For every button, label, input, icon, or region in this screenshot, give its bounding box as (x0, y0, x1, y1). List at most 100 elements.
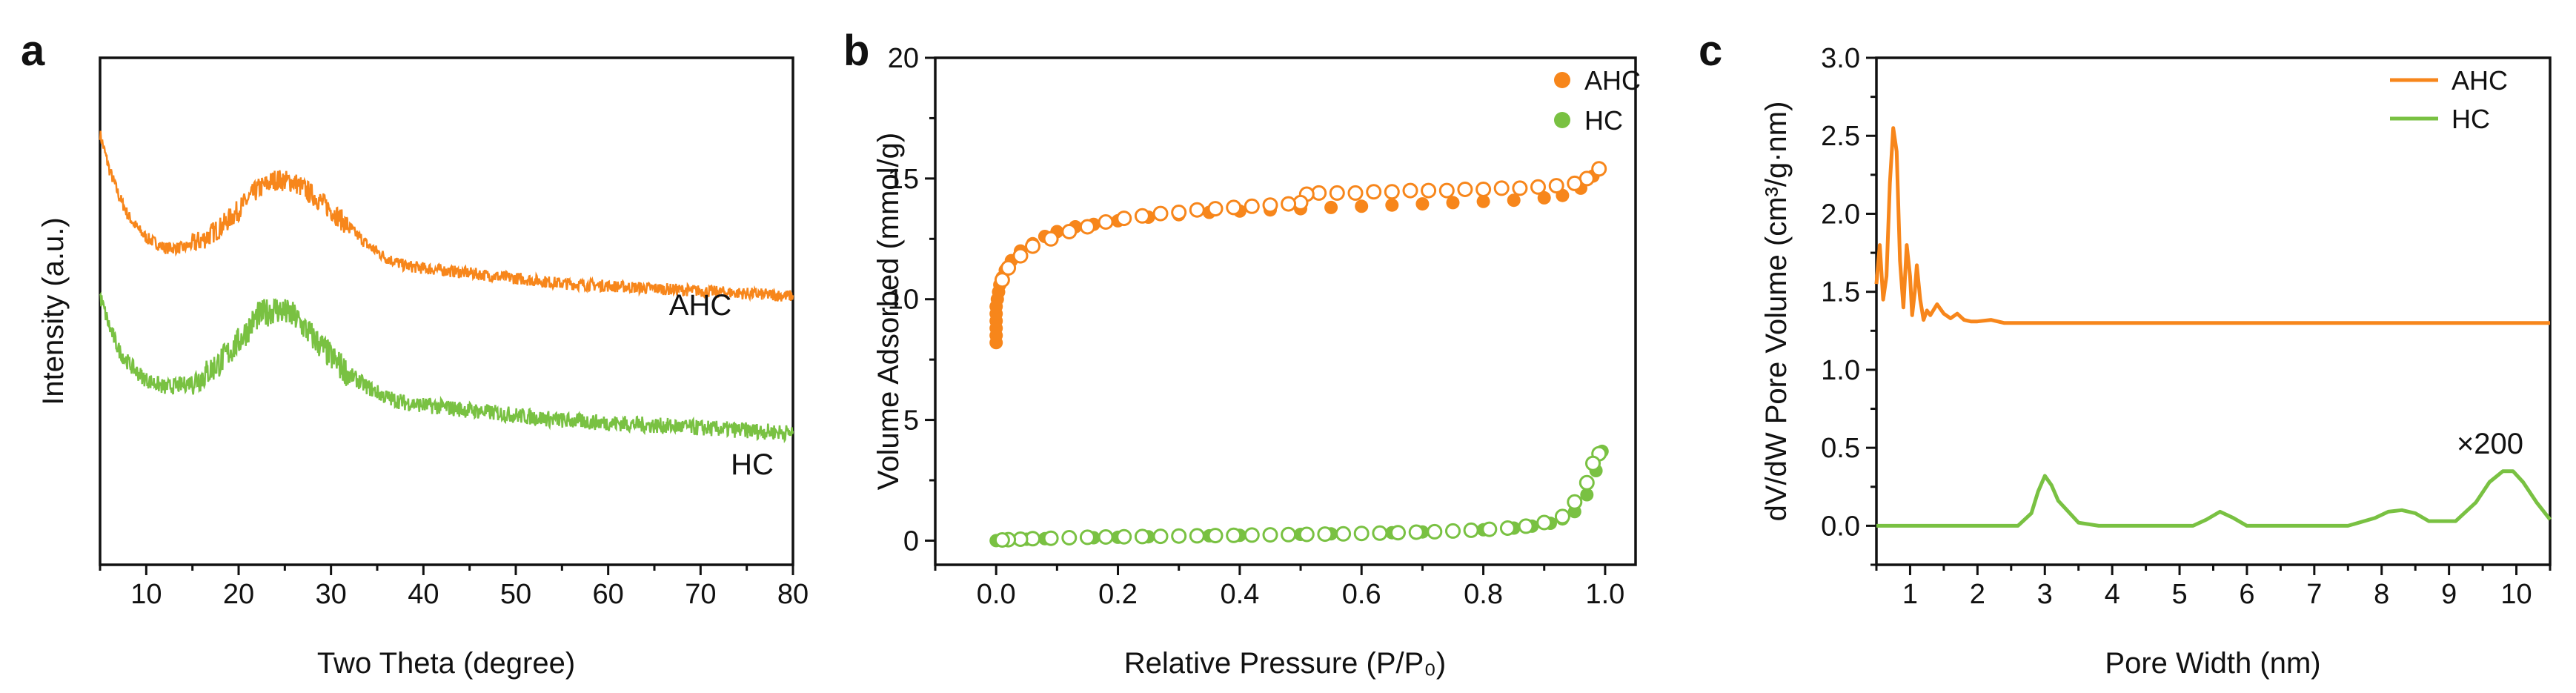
x-tick-label: 4 (2105, 579, 2120, 610)
data-point-hc-open (1567, 494, 1583, 510)
x-axis-tick-labels: 1 2 3 4 5 6 7 8 9 10 (1902, 579, 2532, 610)
x-axis-title: Pore Width (nm) (2105, 647, 2320, 680)
data-point-ahc-open (1098, 214, 1114, 230)
data-point-ahc-open (994, 272, 1010, 288)
axis-ticks (925, 56, 1607, 575)
y-tick-label: 15 (888, 164, 919, 195)
y-axis-tick-labels: 0.0 0.5 1.0 1.5 2.0 2.5 3.0 (1821, 43, 1860, 542)
data-point-hc-open (1134, 528, 1150, 545)
data-point-ahc-filled (1355, 199, 1369, 213)
data-point-ahc-open (1244, 198, 1260, 214)
data-point-hc-open (1408, 524, 1424, 540)
x-tick-label: 80 (777, 579, 809, 610)
data-point-hc-open (1116, 528, 1132, 545)
data-point-hc-open (1463, 522, 1479, 538)
panel-c-pore-distribution-chart: c 1 2 3 4 5 6 7 8 9 10 0.0 0.5 1.0 1.5 2… (1699, 27, 2552, 680)
y-axis-title: Intensity (a.u.) (37, 217, 70, 405)
scale-annotation: ×200 (2457, 428, 2523, 460)
data-point-ahc-open (1329, 185, 1345, 201)
legend-label-ahc: AHC (1584, 65, 1641, 96)
legend-marker-hc (1554, 112, 1570, 128)
data-point-ahc-open (1384, 184, 1400, 200)
data-point-hc-open (994, 532, 1010, 548)
x-tick-label: 20 (223, 579, 254, 610)
data-point-ahc-open (1152, 205, 1169, 222)
y-tick-label: 0.0 (1821, 511, 1860, 542)
panel-b-isotherm-chart: b 0.0 0.2 0.4 0.6 0.8 1.0 0 5 10 15 20 A… (843, 27, 1641, 680)
y-axis-title: dV/dW Pore Volume (cm³/g·nm) (1760, 102, 1793, 522)
y-tick-label: 3.0 (1821, 43, 1860, 74)
data-point-ahc-open (1134, 208, 1150, 224)
data-point-ahc-filled (1385, 198, 1399, 212)
data-point-hc-open (1554, 508, 1570, 525)
data-point-hc-open (1152, 528, 1169, 545)
plot-frame (934, 56, 1637, 566)
y-tick-label: 2.5 (1821, 121, 1860, 152)
data-point-hc-open (1079, 529, 1095, 546)
y-tick-label: 1.5 (1821, 277, 1860, 308)
data-point-hc-open (1585, 455, 1601, 471)
panel-a-xrd-chart: a 10 20 30 40 50 60 70 80 AHC HC Two The… (21, 27, 809, 680)
data-point-hc-open (1499, 520, 1516, 536)
data-point-ahc-open (1171, 205, 1187, 220)
data-point-ahc-open (1043, 231, 1059, 247)
data-point-ahc-filled (1446, 196, 1460, 210)
series-label-ahc: AHC (669, 289, 731, 322)
data-point-hc-open (1518, 518, 1534, 534)
data-point-hc-open (1061, 530, 1078, 546)
y-axis-title: Volume Adsorbed (mmol/g) (872, 133, 905, 490)
panel-label-c: c (1699, 27, 1722, 75)
scatter-points (989, 161, 1609, 548)
data-point-ahc-open (1000, 259, 1017, 276)
data-point-ahc-open (1189, 202, 1205, 218)
x-tick-label: 1.0 (1585, 579, 1624, 610)
data-point-ahc-open (1061, 224, 1078, 239)
data-point-hc-open (1226, 527, 1242, 543)
data-point-ahc-open (1530, 179, 1546, 195)
x-tick-label: 3 (2037, 579, 2053, 610)
data-point-ahc-open (1347, 185, 1364, 201)
data-point-ahc-open (1548, 178, 1564, 194)
legend: AHC HC (2390, 65, 2508, 134)
x-tick-label: 7 (2306, 579, 2322, 610)
axis-ticks (1866, 56, 2552, 575)
data-point-hc-open (1317, 526, 1333, 543)
data-point-ahc-filled (1476, 194, 1490, 208)
data-point-hc-filled (1580, 488, 1594, 502)
data-point-hc-open (1171, 528, 1187, 544)
data-point-hc-open (1244, 527, 1260, 543)
x-tick-label: 6 (2239, 579, 2254, 610)
data-point-hc-open (1536, 514, 1553, 531)
data-point-hc-open (1281, 526, 1297, 543)
data-point-ahc-open (1567, 175, 1583, 191)
data-point-hc-open (1372, 525, 1388, 541)
x-axis-ticks (99, 565, 794, 575)
x-axis-tick-labels: 0.0 0.2 0.4 0.6 0.8 1.0 (977, 579, 1625, 610)
x-tick-label: 60 (593, 579, 624, 610)
x-axis-tick-labels: 10 20 30 40 50 60 70 80 (130, 579, 809, 610)
data-point-hc-open (1098, 529, 1114, 545)
legend-label-hc: HC (1584, 105, 1623, 136)
data-point-ahc-filled (1415, 197, 1430, 211)
data-point-hc-open (1298, 526, 1315, 543)
series-line-ahc (1874, 126, 2550, 325)
data-point-ahc-open (1012, 248, 1029, 264)
x-tick-label: 0.0 (977, 579, 1016, 610)
legend-marker-ahc (1554, 72, 1570, 88)
y-axis-tick-labels: 0 5 10 15 20 (888, 43, 919, 557)
series-label-hc: HC (731, 448, 774, 481)
x-tick-label: 0.8 (1464, 579, 1503, 610)
y-tick-label: 20 (888, 43, 919, 74)
x-tick-label: 1 (1902, 579, 1918, 610)
data-point-hc-open (1262, 527, 1278, 543)
panel-label-a: a (21, 27, 45, 75)
x-tick-label: 2 (1970, 579, 1985, 610)
data-point-ahc-open (1281, 196, 1297, 212)
legend-label-hc: HC (2451, 104, 2490, 134)
data-point-ahc-open (1402, 182, 1418, 199)
data-point-ahc-open (1226, 199, 1242, 216)
y-tick-label: 1.0 (1821, 355, 1860, 386)
legend-label-ahc: AHC (2451, 65, 2508, 96)
data-point-ahc-open (1262, 197, 1278, 213)
